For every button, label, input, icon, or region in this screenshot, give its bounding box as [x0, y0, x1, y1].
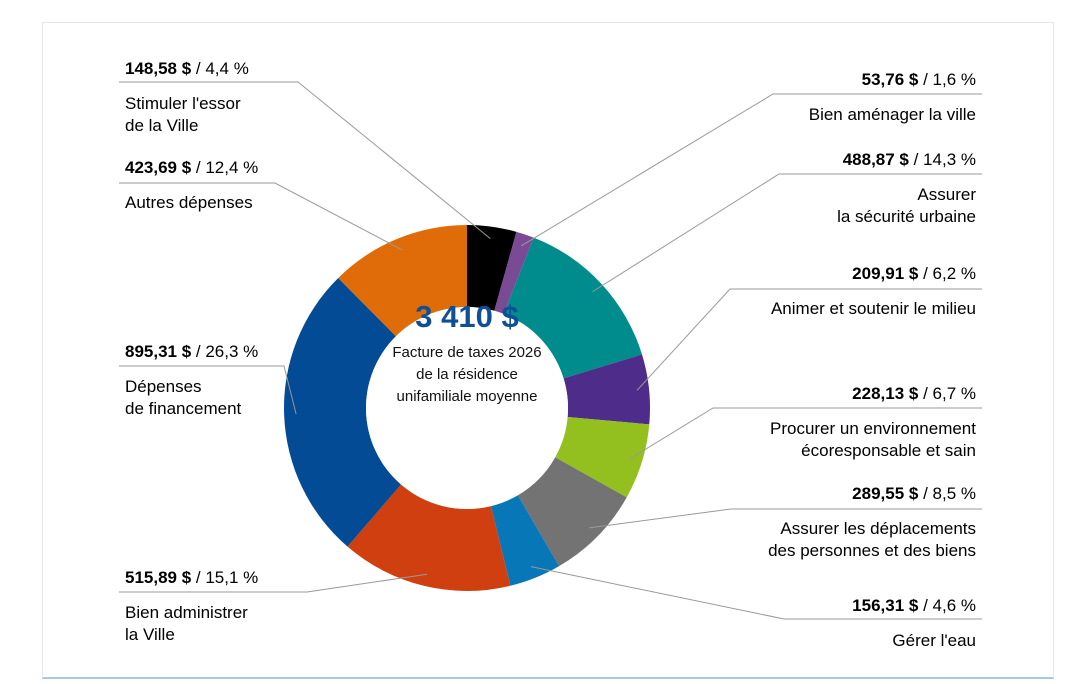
slice-value-label-6: 289,55 $ / 8,5 % [852, 484, 976, 503]
donut-slice-2 [494, 231, 534, 314]
slice-category-label-3-line-2: la sécurité urbaine [837, 207, 976, 226]
slice-percent: / 6,2 % [918, 264, 976, 283]
slice-category-label-5-line-1: Procurer un environnement [770, 419, 976, 438]
slice-percent: / 12,4 % [191, 158, 258, 177]
leader-lines [119, 81, 982, 620]
slice-category-label-1-line-2: de la Ville [125, 116, 198, 135]
leader-line-1 [119, 81, 491, 239]
slice-value-label-3: 488,87 $ / 14,3 % [843, 150, 976, 169]
slice-value-label-5: 228,13 $ / 6,7 % [852, 384, 976, 403]
slice-amount: 895,31 $ [125, 342, 192, 361]
donut-slice-5 [555, 417, 650, 498]
slice-value-label-1: 148,58 $ / 4,4 % [125, 59, 249, 78]
slice-labels: 148,58 $ / 4,4 % Stimuler l'essor de la Vi… [125, 59, 976, 650]
slice-percent: / 1,6 % [918, 70, 976, 89]
donut-slice-4 [563, 354, 650, 425]
slice-category-label-3-line-1: Assurer [917, 185, 976, 204]
slice-category-label-6-line-2: des personnes et des biens [768, 541, 976, 560]
slice-category-label-9-line-1: Dépenses [125, 377, 202, 396]
slice-percent: / 8,5 % [918, 484, 976, 503]
donut-slice-10 [338, 224, 467, 337]
chart-frame: 148,58 $ / 4,4 % Stimuler l'essor de la Vi… [42, 22, 1054, 679]
donut-slice-9 [284, 277, 402, 547]
donut-hole [366, 307, 568, 509]
slice-amount: 156,31 $ [852, 596, 919, 615]
slice-value-label-10: 423,69 $ / 12,4 % [125, 158, 258, 177]
slice-amount: 423,69 $ [125, 158, 192, 177]
donut-slice-7 [490, 495, 560, 586]
slice-amount: 53,76 $ [862, 70, 919, 89]
leader-line-8 [119, 573, 428, 593]
slice-value-label-4: 209,91 $ / 6,2 % [852, 264, 976, 283]
slice-category-label-9-line-2: de financement [125, 399, 242, 418]
slice-percent: / 15,1 % [191, 568, 258, 587]
donut-slice-6 [517, 457, 627, 567]
slice-percent: / 4,4 % [191, 59, 249, 78]
slice-category-label-6-line-1: Assurer les déplacements [780, 519, 976, 538]
slice-category-label-4-line-1: Animer et soutenir le milieu [771, 299, 976, 318]
slice-value-label-9: 895,31 $ / 26,3 % [125, 342, 258, 361]
leader-line-2 [521, 93, 982, 247]
slice-category-label-10-line-1: Autres dépenses [125, 193, 253, 212]
donut-slice-3 [503, 237, 642, 379]
center-caption-line-3: unifamiliale moyenne [397, 388, 538, 405]
leader-line-6 [588, 508, 982, 529]
slice-value-label-8: 515,89 $ / 15,1 % [125, 568, 258, 587]
slice-percent: / 6,7 % [918, 384, 976, 403]
slice-category-label-7-line-1: Gérer l'eau [892, 631, 976, 650]
slice-category-label-8-line-2: la Ville [125, 625, 175, 644]
center-caption-line-1: Facture de taxes 2026 [392, 344, 541, 361]
donut-slice-1 [467, 225, 517, 311]
slice-amount: 209,91 $ [852, 264, 919, 283]
slice-amount: 515,89 $ [125, 568, 192, 587]
slice-amount: 289,55 $ [852, 484, 919, 503]
center-caption-line-2: de la résidence [416, 366, 518, 383]
slice-category-label-8-line-1: Bien administrer [125, 603, 248, 622]
slice-percent: / 14,3 % [909, 150, 976, 169]
leader-line-10 [119, 182, 403, 251]
donut-slice-8 [347, 484, 511, 591]
slice-value-label-7: 156,31 $ / 4,6 % [852, 596, 976, 615]
slice-amount: 488,87 $ [843, 150, 910, 169]
slice-category-label-5-line-2: écoresponsable et sain [801, 441, 976, 460]
donut-chart: 148,58 $ / 4,4 % Stimuler l'essor de la Vi… [119, 59, 982, 650]
donut-slices [284, 224, 650, 591]
slice-value-label-2: 53,76 $ / 1,6 % [862, 70, 976, 89]
leader-line-3 [592, 173, 982, 293]
slice-amount: 228,13 $ [852, 384, 919, 403]
leader-line-5 [630, 407, 982, 459]
leader-line-9 [119, 365, 297, 415]
center-total: 3 410 $ [415, 299, 518, 334]
slice-category-label-1-line-1: Stimuler l'essor [125, 94, 241, 113]
slice-percent: / 26,3 % [191, 342, 258, 361]
leader-line-4 [636, 288, 982, 391]
slice-category-label-2-line-1: Bien aménager la ville [809, 105, 976, 124]
leader-line-7 [530, 566, 982, 620]
slice-amount: 148,58 $ [125, 59, 192, 78]
donut-center: 3 410 $ Facture de taxes 2026 de la rési… [392, 299, 541, 405]
slice-percent: / 4,6 % [918, 596, 976, 615]
